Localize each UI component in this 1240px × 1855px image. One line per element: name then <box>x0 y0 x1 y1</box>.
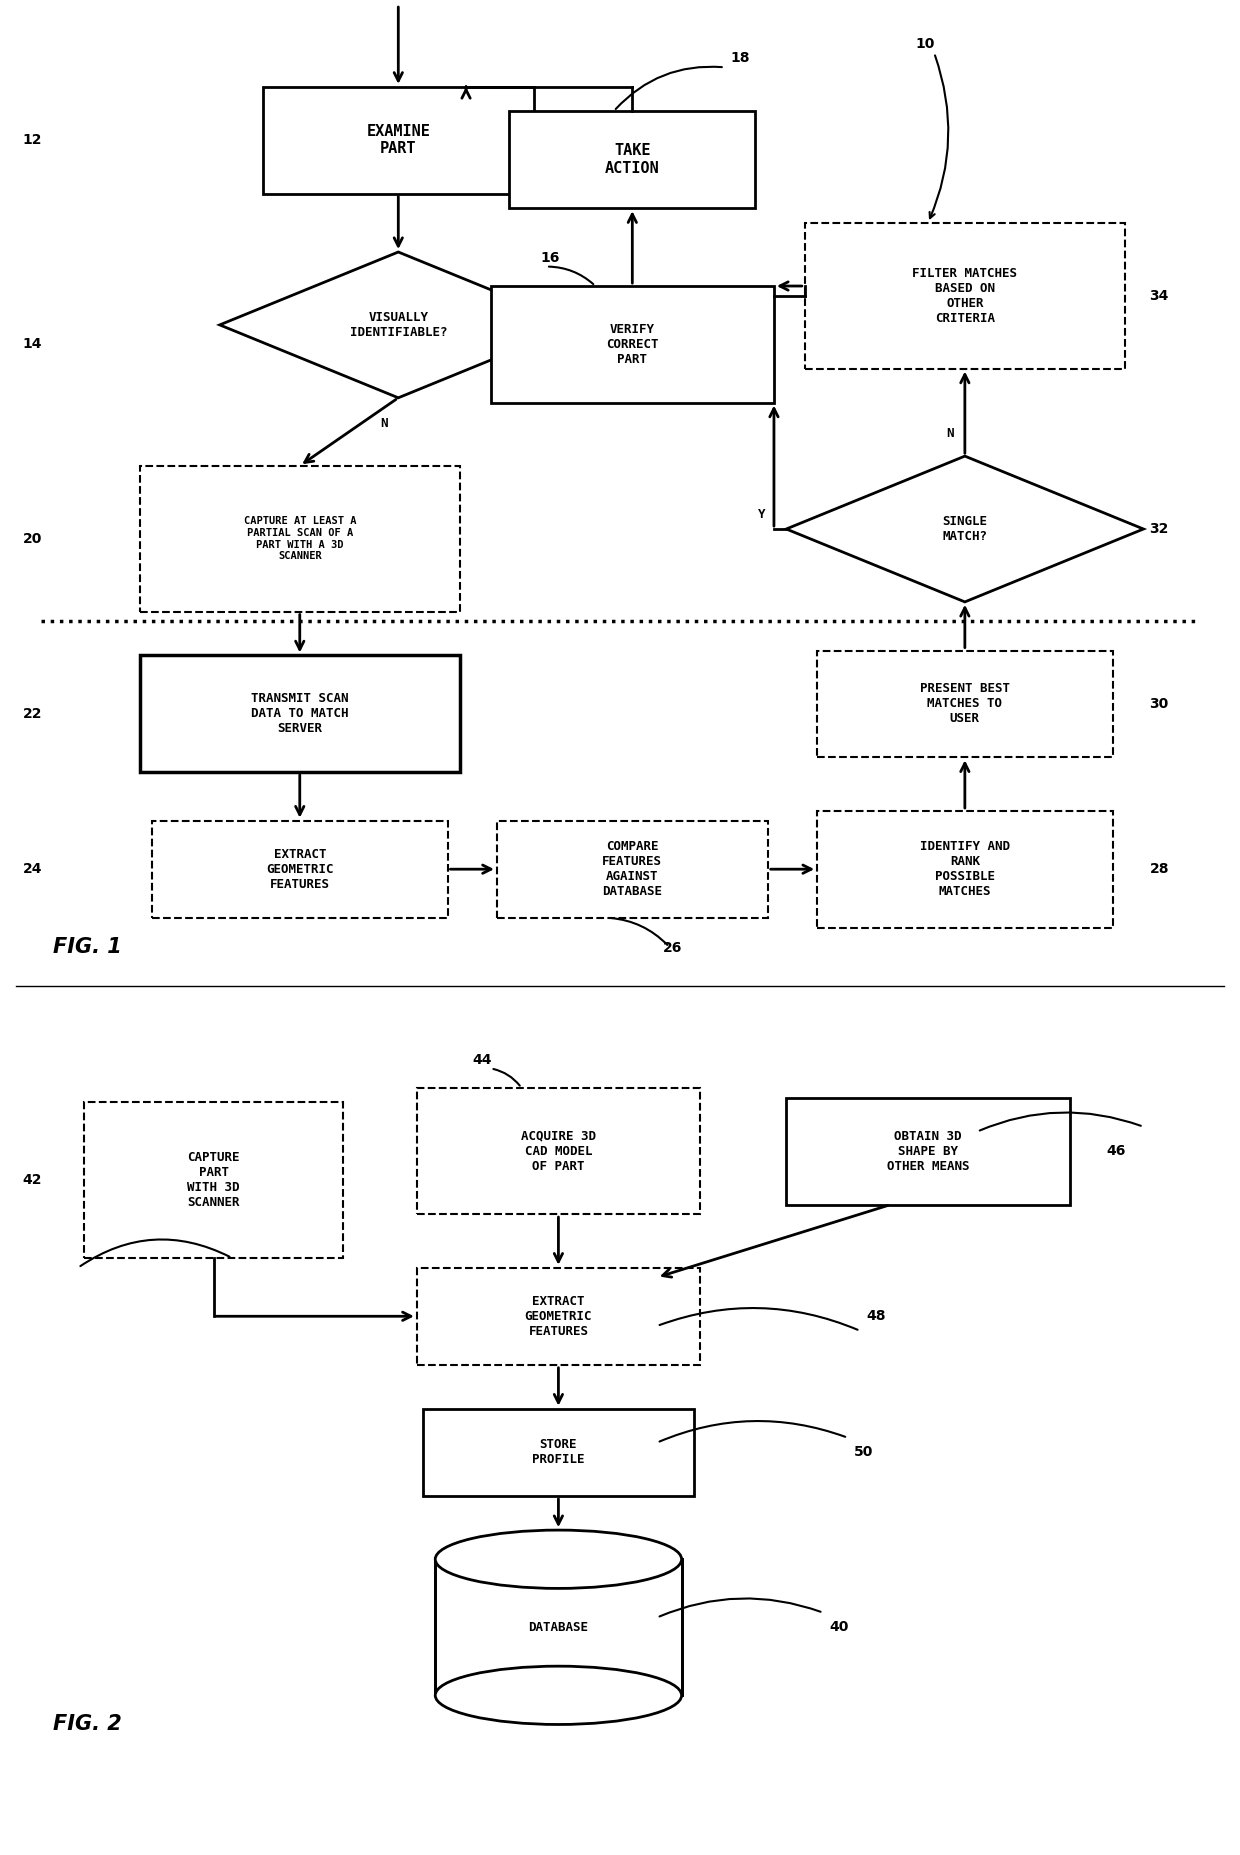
Text: 42: 42 <box>22 1172 42 1187</box>
Text: 44: 44 <box>472 1052 492 1067</box>
Text: TRANSMIT SCAN
DATA TO MATCH
SERVER: TRANSMIT SCAN DATA TO MATCH SERVER <box>250 692 348 735</box>
Text: 46: 46 <box>1106 1145 1126 1158</box>
Text: 34: 34 <box>1149 289 1169 302</box>
Text: 48: 48 <box>867 1310 885 1323</box>
Text: 18: 18 <box>730 52 750 65</box>
Text: 12: 12 <box>22 134 42 147</box>
Text: 28: 28 <box>1149 863 1169 876</box>
Text: N: N <box>379 417 387 430</box>
Text: 14: 14 <box>22 338 42 351</box>
Bar <box>491 286 774 403</box>
Bar <box>497 820 768 918</box>
Bar <box>140 466 460 612</box>
Text: STORE
PROFILE: STORE PROFILE <box>532 1438 585 1465</box>
Text: 10: 10 <box>915 37 935 50</box>
Bar <box>817 811 1112 928</box>
Text: 24: 24 <box>22 863 42 876</box>
Text: EXAMINE
PART: EXAMINE PART <box>366 124 430 156</box>
Text: TAKE
ACTION: TAKE ACTION <box>605 143 660 176</box>
Text: IDENTIFY AND
RANK
POSSIBLE
MATCHES: IDENTIFY AND RANK POSSIBLE MATCHES <box>920 840 1009 898</box>
Bar <box>435 1560 682 1695</box>
Text: 40: 40 <box>830 1619 848 1634</box>
Bar <box>510 111 755 208</box>
Text: FIG. 2: FIG. 2 <box>53 1714 123 1734</box>
Text: PRESENT BEST
MATCHES TO
USER: PRESENT BEST MATCHES TO USER <box>920 683 1009 725</box>
Polygon shape <box>786 456 1143 601</box>
Text: VERIFY
CORRECT
PART: VERIFY CORRECT PART <box>606 323 658 365</box>
Text: OBTAIN 3D
SHAPE BY
OTHER MEANS: OBTAIN 3D SHAPE BY OTHER MEANS <box>887 1130 970 1172</box>
Text: SINGLE
MATCH?: SINGLE MATCH? <box>942 516 987 544</box>
Text: 20: 20 <box>22 532 42 545</box>
Text: 30: 30 <box>1149 697 1169 710</box>
Text: CAPTURE
PART
WITH 3D
SCANNER: CAPTURE PART WITH 3D SCANNER <box>187 1152 239 1209</box>
Text: CAPTURE AT LEAST A
PARTIAL SCAN OF A
PART WITH A 3D
SCANNER: CAPTURE AT LEAST A PARTIAL SCAN OF A PAR… <box>243 516 356 560</box>
Bar <box>84 1102 343 1258</box>
Bar <box>817 651 1112 757</box>
Bar <box>423 1408 694 1497</box>
Ellipse shape <box>435 1666 682 1725</box>
Text: 26: 26 <box>663 940 682 955</box>
Text: FILTER MATCHES
BASED ON
OTHER
CRITERIA: FILTER MATCHES BASED ON OTHER CRITERIA <box>913 267 1017 325</box>
Text: 50: 50 <box>854 1445 873 1460</box>
Bar <box>153 820 448 918</box>
Text: DATABASE: DATABASE <box>528 1621 589 1634</box>
Text: N: N <box>946 427 954 440</box>
Text: VISUALLY
IDENTIFIABLE?: VISUALLY IDENTIFIABLE? <box>350 312 448 339</box>
Bar <box>263 87 533 193</box>
Bar <box>140 655 460 772</box>
Text: COMPARE
FEATURES
AGAINST
DATABASE: COMPARE FEATURES AGAINST DATABASE <box>603 840 662 898</box>
Bar <box>805 223 1125 369</box>
Text: 32: 32 <box>1149 521 1169 536</box>
Text: Y: Y <box>758 508 765 521</box>
Bar <box>786 1098 1070 1204</box>
Text: 16: 16 <box>539 250 559 265</box>
Text: ACQUIRE 3D
CAD MODEL
OF PART: ACQUIRE 3D CAD MODEL OF PART <box>521 1130 596 1172</box>
Text: 22: 22 <box>22 707 42 722</box>
Ellipse shape <box>435 1530 682 1588</box>
Bar <box>417 1267 701 1365</box>
Text: EXTRACT
GEOMETRIC
FEATURES: EXTRACT GEOMETRIC FEATURES <box>525 1295 593 1337</box>
Text: FIG. 1: FIG. 1 <box>53 937 123 957</box>
Polygon shape <box>219 252 577 397</box>
Bar <box>417 1087 701 1215</box>
Text: EXTRACT
GEOMETRIC
FEATURES: EXTRACT GEOMETRIC FEATURES <box>267 848 334 890</box>
